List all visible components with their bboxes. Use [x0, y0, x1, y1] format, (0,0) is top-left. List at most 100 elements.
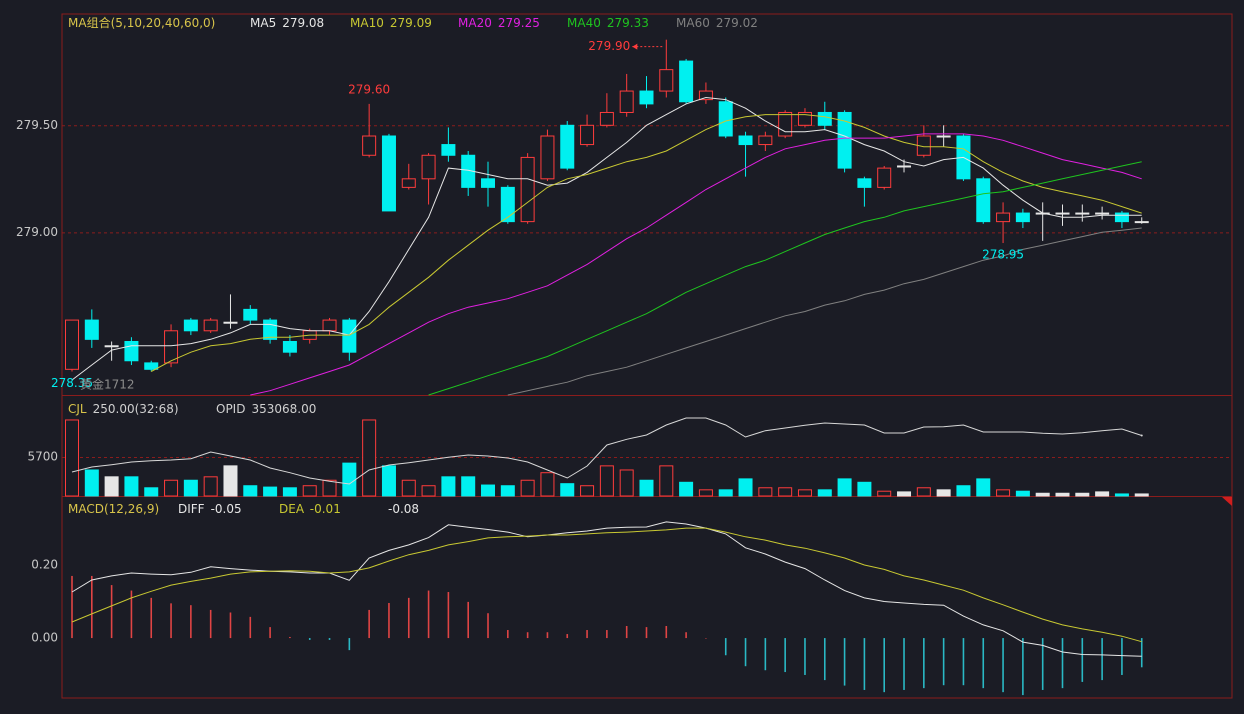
candle-body: [183, 319, 198, 332]
legend-text: -0.08: [388, 502, 419, 516]
annotation: 278.35: [51, 376, 93, 390]
legend-entry: MA60 279.02: [676, 16, 758, 30]
corner-marker: [1222, 497, 1232, 506]
legend-text: MA5: [250, 16, 276, 30]
candle-body: [104, 345, 119, 348]
candle-body: [560, 124, 575, 169]
candle-body: [65, 319, 79, 370]
volume-bar: [817, 489, 832, 497]
candle-body: [1095, 212, 1110, 215]
volume-bar: [797, 489, 812, 497]
macd-line: [71, 527, 1142, 643]
volume-bar: [84, 469, 99, 497]
candle-body: [342, 319, 357, 353]
y-tick-label: 0.00: [31, 631, 58, 645]
volume-bar: [599, 465, 614, 497]
candle-body: [698, 90, 713, 101]
candle-body: [263, 319, 278, 340]
volume-bar: [976, 478, 991, 497]
legend-text: 279.08: [282, 16, 324, 30]
candle-body: [619, 90, 634, 113]
candle-body: [124, 340, 139, 362]
legend-text: 250.00(32:68): [93, 402, 179, 416]
opid-current: [1140, 434, 1143, 437]
legend-text: 279.25: [498, 16, 540, 30]
candle-body: [996, 212, 1011, 223]
candle-body: [936, 135, 951, 138]
volume-bar: [639, 479, 654, 497]
legend-text: 353068.00: [251, 402, 316, 416]
candle-body: [203, 319, 218, 332]
candle-body: [877, 167, 892, 188]
volume-bar: [936, 489, 951, 497]
ma-line: [250, 133, 1142, 396]
volume-bar: [956, 485, 971, 497]
candle-body: [322, 319, 337, 332]
legend-entry: MA组合(5,10,20,40,60,0): [68, 15, 215, 30]
frame: [61, 13, 1233, 699]
macd-line: [71, 521, 1142, 657]
candle-body: [223, 321, 238, 324]
candle-body: [421, 154, 436, 180]
volume-bar: [738, 478, 753, 497]
legend-entry: MA5 279.08: [250, 16, 324, 30]
volume-bar: [897, 491, 912, 497]
volume-bar: [164, 479, 179, 497]
legend-text: MA10: [350, 16, 384, 30]
volume-bar: [1134, 493, 1149, 497]
volume-bar: [580, 485, 595, 497]
candle-body: [243, 308, 258, 321]
candle-body: [857, 178, 872, 188]
candle-body: [659, 69, 674, 92]
annotation-arrowhead: [632, 43, 638, 50]
candle-body: [639, 90, 654, 105]
volume-bar: [124, 476, 139, 497]
volume-bar: [342, 462, 357, 497]
ma-line: [507, 227, 1142, 396]
legend-text: MA20: [458, 16, 492, 30]
candle-body: [1134, 221, 1149, 224]
candle-body: [1015, 212, 1030, 223]
legend-entry: DEA -0.01: [279, 502, 341, 516]
volume-bar: [500, 485, 515, 497]
volume-bar: [520, 479, 535, 497]
volume-bar: [401, 479, 416, 497]
instrument-label: 黄金1712: [80, 377, 135, 392]
legend-text: MACD(12,26,9): [68, 502, 159, 516]
candle-body: [817, 111, 832, 126]
legend-entry: OPID 353068.00: [216, 402, 316, 416]
volume-bar: [65, 419, 79, 497]
volume-bar: [263, 486, 278, 497]
candle-body: [401, 178, 416, 188]
candle-body: [500, 186, 515, 223]
ma-line: [71, 96, 1142, 381]
annotation: 279.60: [348, 82, 390, 96]
volume-bar: [481, 484, 496, 497]
volume-bar: [362, 419, 377, 497]
candle-body: [520, 156, 535, 223]
opid-line: [71, 417, 1142, 485]
candle-body: [897, 165, 912, 168]
volume-bar: [619, 469, 634, 497]
volume-bar: [1035, 492, 1050, 497]
candle-body: [84, 319, 99, 340]
legend-text: -0.05: [211, 502, 242, 516]
legend-text: 279.02: [716, 16, 758, 30]
candle-body: [381, 135, 396, 212]
legend-text: DEA: [279, 502, 305, 516]
legend-entry: DIFF -0.05: [178, 502, 242, 516]
legend-entry: MA20 279.25: [458, 16, 540, 30]
volume-bar: [1114, 493, 1129, 497]
volume-bar: [1015, 490, 1030, 497]
volume-bar: [837, 478, 852, 497]
volume-bar: [461, 476, 476, 497]
volume-bar: [659, 465, 674, 497]
volume-bar: [679, 481, 694, 497]
legend-text: DIFF: [178, 502, 205, 516]
volume-bar: [1095, 491, 1110, 497]
volume-bar: [718, 489, 733, 497]
candle-body: [144, 362, 159, 370]
